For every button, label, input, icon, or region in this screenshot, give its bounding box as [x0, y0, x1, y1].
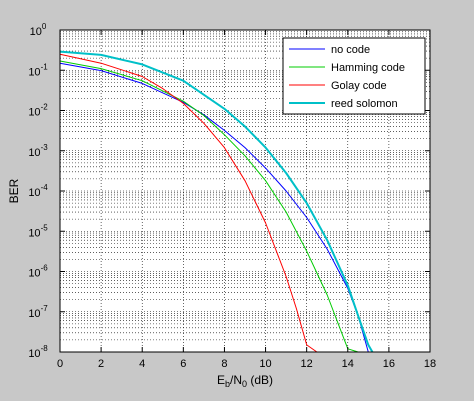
x-tick-label: 6 [180, 358, 186, 370]
y-tick-label: 10-2 [28, 103, 48, 119]
axis-ticks [59, 29, 431, 353]
y-tick-base: 10 [30, 26, 42, 38]
x-tick-label: 4 [139, 358, 145, 370]
legend-label: Hamming code [331, 62, 405, 74]
y-tick-exponent: -3 [41, 143, 49, 152]
y-tick-base: 10 [28, 268, 40, 280]
y-tick-label: 10-1 [28, 62, 48, 78]
series-line-reed-solomon [59, 50, 374, 353]
legend-box [282, 37, 426, 115]
y-tick-label: 10-3 [28, 143, 48, 159]
x-tick-label: 10 [259, 358, 271, 370]
y-tick-label: 10-7 [28, 304, 48, 320]
series-line-no-code [59, 62, 369, 353]
y-tick-label: 10-8 [28, 344, 48, 360]
y-tick-exponent: -1 [41, 62, 49, 71]
x-tick-label: 2 [98, 358, 104, 370]
y-tick-label: 10-4 [28, 183, 48, 199]
x-axis-label-tail: (dB) [247, 373, 273, 387]
y-tick-exponent: -2 [41, 103, 49, 112]
y-tick-base: 10 [28, 107, 40, 119]
y-tick-exponent: 0 [42, 22, 47, 31]
y-tick-exponent: -5 [41, 223, 49, 232]
x-tick-label: 0 [57, 358, 63, 370]
y-tick-exponent: -8 [41, 344, 49, 353]
series-line-hamming-code [59, 60, 359, 353]
x-tick-label: 12 [301, 358, 313, 370]
y-tick-base: 10 [28, 187, 40, 199]
x-tick-label: 16 [383, 358, 395, 370]
x-axis-label-sub1: b [225, 379, 230, 389]
legend-label: reed solomon [331, 98, 398, 110]
y-tick-label: 100 [30, 22, 47, 38]
x-axis-label: Eb/N0 (dB) [217, 373, 273, 389]
y-tick-base: 10 [28, 227, 40, 239]
legend-label: no code [331, 44, 370, 56]
x-tick-label: 18 [424, 358, 436, 370]
y-axis-label: BER [7, 178, 21, 203]
y-tick-exponent: -4 [41, 183, 49, 192]
x-tick-labels: 0 2 4 6 8 10 12 14 16 18 [57, 358, 436, 370]
series-line-golay-code [59, 53, 318, 353]
y-tick-label: 10-5 [28, 223, 48, 239]
y-tick-label: 10-6 [28, 264, 48, 280]
legend-label: Golay code [331, 80, 387, 92]
x-axis-label-main: E [217, 373, 225, 387]
y-tick-base: 10 [28, 308, 40, 320]
y-tick-exponent: -6 [41, 264, 49, 273]
y-tick-base: 10 [28, 66, 40, 78]
x-tick-label: 14 [342, 358, 354, 370]
y-tick-exponent: -7 [41, 304, 49, 313]
x-tick-label: 8 [221, 358, 227, 370]
series-layer [59, 50, 374, 353]
x-axis-label-sub2: 0 [242, 379, 247, 389]
legend: no code Hamming code Golay code reed solomo… [282, 37, 426, 115]
y-tick-base: 10 [28, 147, 40, 159]
y-tick-base: 10 [28, 348, 40, 360]
x-axis-label-mid: /N [230, 373, 242, 387]
